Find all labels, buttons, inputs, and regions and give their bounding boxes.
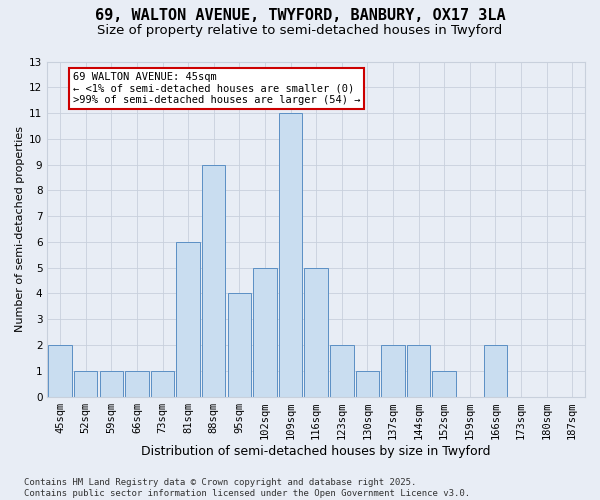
Bar	[176, 242, 200, 396]
Text: Contains HM Land Registry data © Crown copyright and database right 2025.
Contai: Contains HM Land Registry data © Crown c…	[24, 478, 470, 498]
Bar	[74, 371, 97, 396]
Bar	[49, 345, 72, 397]
Bar	[433, 371, 456, 396]
Bar	[100, 371, 123, 396]
Bar	[151, 371, 174, 396]
Bar	[304, 268, 328, 396]
Text: 69 WALTON AVENUE: 45sqm
← <1% of semi-detached houses are smaller (0)
>99% of se: 69 WALTON AVENUE: 45sqm ← <1% of semi-de…	[73, 72, 361, 105]
Bar	[125, 371, 149, 396]
Bar	[381, 345, 405, 397]
Text: Size of property relative to semi-detached houses in Twyford: Size of property relative to semi-detach…	[97, 24, 503, 37]
Y-axis label: Number of semi-detached properties: Number of semi-detached properties	[15, 126, 25, 332]
Bar	[330, 345, 353, 397]
Bar	[484, 345, 507, 397]
Text: 69, WALTON AVENUE, TWYFORD, BANBURY, OX17 3LA: 69, WALTON AVENUE, TWYFORD, BANBURY, OX1…	[95, 8, 505, 22]
Bar	[253, 268, 277, 396]
Bar	[227, 294, 251, 397]
Bar	[356, 371, 379, 396]
X-axis label: Distribution of semi-detached houses by size in Twyford: Distribution of semi-detached houses by …	[142, 444, 491, 458]
Bar	[407, 345, 430, 397]
Bar	[202, 164, 226, 396]
Bar	[279, 113, 302, 397]
